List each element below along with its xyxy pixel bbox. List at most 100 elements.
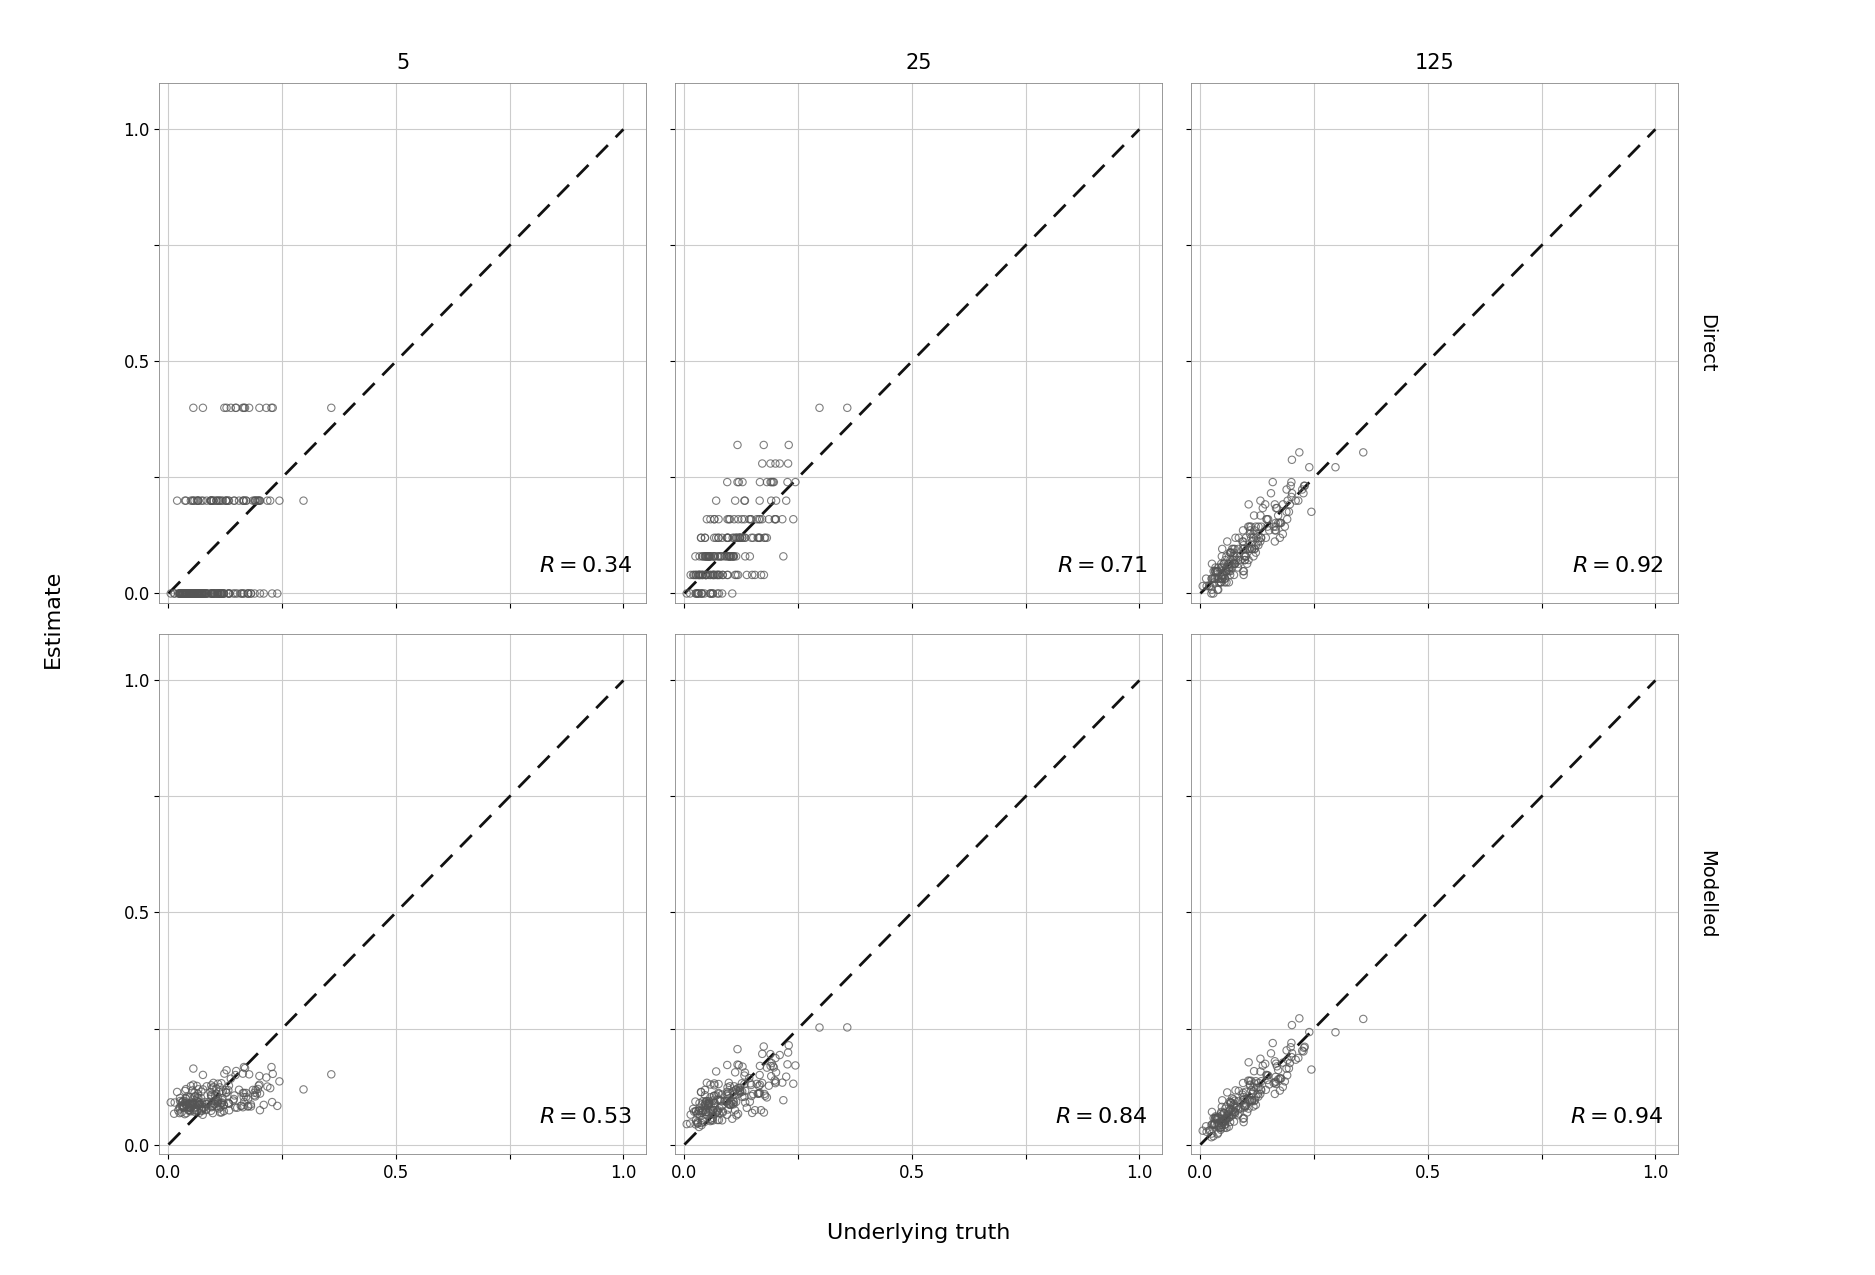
- Point: [176, 1093, 206, 1113]
- Point: [692, 1091, 722, 1112]
- Point: [696, 583, 726, 603]
- Point: [729, 1093, 759, 1113]
- Point: [171, 491, 201, 511]
- Point: [1247, 1080, 1277, 1100]
- Point: [718, 1090, 748, 1111]
- Point: [1211, 561, 1241, 581]
- Point: [1198, 561, 1228, 581]
- Point: [1236, 524, 1266, 544]
- Point: [231, 1086, 261, 1107]
- Point: [174, 583, 204, 603]
- Point: [1202, 561, 1232, 581]
- Point: [705, 1090, 735, 1111]
- Point: [229, 1091, 259, 1112]
- Point: [686, 565, 716, 585]
- Point: [188, 583, 218, 603]
- Point: [729, 528, 759, 548]
- Point: [744, 1056, 774, 1076]
- Point: [1238, 1090, 1268, 1111]
- Point: [199, 491, 229, 511]
- Point: [182, 491, 212, 511]
- Point: [703, 565, 733, 585]
- Point: [1239, 524, 1269, 544]
- Point: [712, 1054, 742, 1075]
- Point: [1264, 1070, 1294, 1090]
- Point: [1277, 1043, 1307, 1063]
- Point: [1236, 1080, 1266, 1100]
- Point: [184, 1103, 214, 1123]
- Point: [699, 1085, 729, 1105]
- Point: [688, 583, 718, 603]
- Point: [223, 491, 253, 511]
- Point: [171, 1091, 201, 1112]
- Point: [197, 1079, 227, 1099]
- Point: [202, 1095, 232, 1116]
- Point: [1228, 1086, 1258, 1107]
- Point: [221, 398, 251, 418]
- Point: [1230, 546, 1260, 566]
- Point: [737, 509, 767, 529]
- Point: [1211, 561, 1241, 581]
- Point: [171, 1104, 201, 1125]
- Point: [726, 528, 756, 548]
- Point: [232, 1089, 262, 1109]
- Point: [729, 509, 759, 529]
- Point: [1215, 1104, 1245, 1125]
- Point: [1221, 550, 1251, 570]
- Point: [1282, 1048, 1312, 1068]
- Point: [221, 1065, 251, 1085]
- Point: [174, 1098, 204, 1118]
- Point: [197, 491, 227, 511]
- Point: [204, 1098, 234, 1118]
- Point: [1219, 1094, 1249, 1114]
- Point: [180, 491, 210, 511]
- Point: [1238, 532, 1268, 552]
- Point: [1232, 553, 1262, 574]
- Point: [1200, 1114, 1230, 1135]
- Point: [1239, 539, 1269, 560]
- Point: [1204, 580, 1234, 601]
- Point: [229, 491, 259, 511]
- Point: [178, 583, 208, 603]
- Point: [701, 491, 731, 511]
- Point: [1215, 1093, 1245, 1113]
- Point: [193, 1091, 223, 1112]
- Point: [681, 583, 711, 603]
- Point: [1228, 539, 1258, 560]
- Point: [184, 1088, 214, 1108]
- Point: [759, 472, 789, 492]
- Point: [1194, 1121, 1224, 1141]
- Point: [1213, 561, 1243, 581]
- Point: [184, 1079, 214, 1099]
- Point: [208, 583, 238, 603]
- Point: [731, 1098, 761, 1118]
- Point: [208, 583, 238, 603]
- Point: [1251, 495, 1281, 515]
- Point: [1238, 1091, 1268, 1112]
- Point: [165, 583, 195, 603]
- Point: [698, 546, 728, 566]
- Point: [1228, 1082, 1258, 1103]
- Point: [703, 1109, 733, 1130]
- Point: [681, 1102, 711, 1122]
- Point: [1320, 456, 1350, 477]
- Point: [189, 583, 219, 603]
- Point: [171, 1103, 201, 1123]
- Point: [1224, 528, 1254, 548]
- Point: [178, 1094, 208, 1114]
- Point: [703, 1100, 733, 1121]
- Point: [1260, 532, 1290, 552]
- Point: [714, 1076, 744, 1096]
- Point: [750, 1085, 780, 1105]
- Point: [744, 528, 774, 548]
- Point: [244, 491, 274, 511]
- Point: [167, 1093, 197, 1113]
- Point: [1224, 1103, 1254, 1123]
- Point: [159, 1093, 189, 1113]
- Point: [1234, 539, 1264, 560]
- Point: [701, 1085, 731, 1105]
- Point: [703, 509, 733, 529]
- Point: [726, 1077, 756, 1098]
- Point: [1192, 576, 1222, 597]
- Point: [739, 528, 769, 548]
